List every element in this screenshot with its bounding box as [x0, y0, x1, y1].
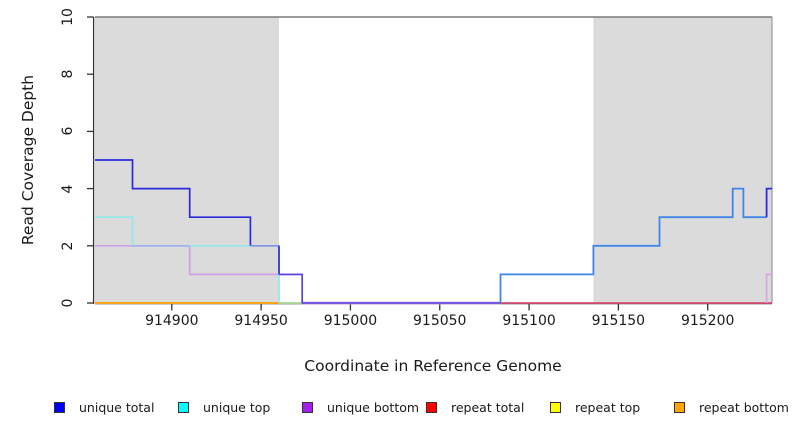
y-tick-label: 2	[60, 241, 76, 251]
legend-swatch-icon	[54, 401, 65, 413]
legend-item-repeat-bottom: repeat bottom	[674, 397, 789, 417]
legend-label: repeat bottom	[699, 399, 789, 415]
series-line-unique-total	[499, 187, 767, 303]
legend-item-unique-top: unique top	[178, 397, 270, 417]
x-tick-label: 915000	[323, 313, 378, 329]
x-tick-label: 914950	[234, 313, 288, 329]
legend-label: unique top	[203, 399, 271, 415]
y-axis-label: Read Coverage Depth	[19, 74, 37, 246]
legend-label: unique total	[79, 399, 155, 415]
x-tick-label: 915200	[680, 313, 735, 329]
legend-label: unique bottom	[327, 399, 420, 415]
x-axis-label: Coordinate in Reference Genome	[304, 357, 562, 375]
series-line-unique-total	[765, 187, 772, 218]
shaded-repeat-region	[593, 17, 772, 303]
y-tick-label: 10	[60, 8, 76, 26]
legend-item-unique-total: unique total	[54, 397, 154, 417]
series-line-unique-top	[95, 216, 134, 246]
legend-label: repeat top	[575, 399, 641, 415]
x-tick-label: 915050	[413, 313, 467, 329]
x-tick-label: 915100	[502, 313, 556, 329]
series-line-unique-bottom	[765, 273, 772, 303]
legend-swatch-icon	[550, 401, 561, 413]
y-tick-label: 8	[60, 69, 76, 79]
legend-item-unique-bottom: unique bottom	[302, 397, 419, 417]
legend-swatch-icon	[178, 401, 189, 413]
legend-swatch-icon	[302, 401, 313, 413]
x-tick-label: 915150	[591, 313, 646, 329]
legend-swatch-icon	[674, 401, 685, 413]
legend-swatch-icon	[426, 401, 437, 413]
y-tick-label: 4	[60, 184, 76, 194]
x-tick-label: 914900	[145, 313, 199, 329]
y-tick-label: 6	[60, 126, 76, 136]
legend-item-repeat-top: repeat top	[550, 397, 640, 417]
legend-label: repeat total	[451, 399, 525, 415]
series-line-unique-total	[95, 159, 252, 246]
y-tick-label: 0	[60, 298, 76, 308]
legend-item-repeat-total: repeat total	[426, 397, 524, 417]
series-line-unique-total	[279, 273, 501, 304]
